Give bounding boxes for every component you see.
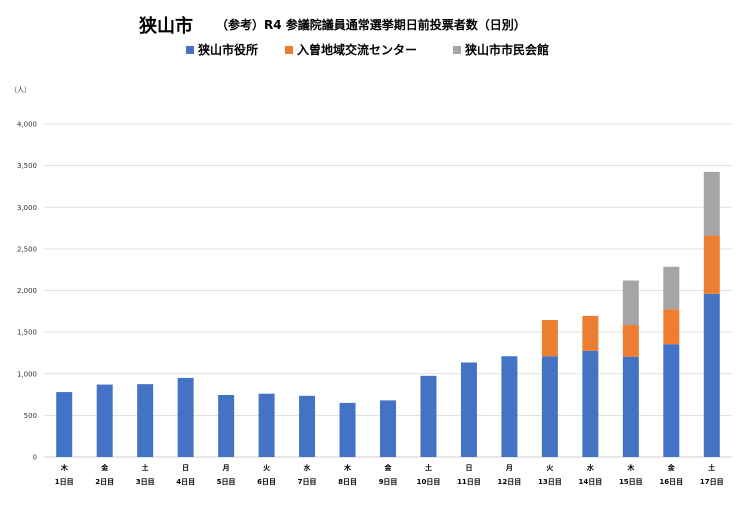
bar-segment-s1	[380, 400, 396, 457]
y-tick-label: 4,000	[17, 121, 37, 129]
x-day-label: 5日目	[217, 478, 236, 486]
bar-segment-s1	[137, 384, 154, 457]
legend-swatch-shiminkaikan	[453, 45, 461, 54]
bar-segment-s1	[582, 350, 599, 457]
x-weekday-label: 土	[425, 463, 432, 472]
legend-swatch-shiyakusho	[186, 45, 194, 54]
bar-segment-s2	[541, 320, 558, 357]
bar-segment-s3	[663, 266, 680, 310]
x-day-label: 2日目	[95, 478, 114, 486]
x-weekday-label: 土	[708, 463, 715, 472]
x-weekday-label: 水	[587, 463, 595, 472]
x-day-label: 15日目	[619, 478, 643, 486]
x-day-label: 1日目	[55, 478, 74, 486]
x-day-label: 13日目	[538, 478, 562, 486]
x-weekday-label: 水	[304, 463, 312, 472]
bar-segment-s2	[622, 325, 639, 357]
x-day-label: 4日目	[176, 478, 195, 486]
y-tick-label: 3,500	[17, 162, 37, 170]
bar-segment-s1	[96, 384, 113, 457]
y-tick-label: 1,000	[17, 370, 37, 378]
bars	[56, 171, 720, 457]
chart-title-sub: （参考）R4 参議院議員通常選挙期日前投票者数（日別）	[216, 18, 526, 32]
bar-segment-s1	[541, 356, 558, 457]
x-day-label: 17日目	[700, 478, 724, 486]
bar-segment-s1	[258, 393, 275, 457]
y-tick-label: 2,000	[17, 287, 37, 295]
x-weekday-label: 日	[182, 464, 189, 472]
bar-segment-s3	[622, 280, 639, 326]
legend-label-shiyakusho: 狭山市役所	[198, 43, 259, 57]
y-tick-label: 500	[24, 412, 37, 420]
chart-title-main: 狭山市	[139, 16, 193, 37]
legend-swatch-iriso	[285, 45, 293, 54]
x-weekday-label: 金	[100, 463, 109, 472]
legend-item-iriso: 入曽地域交流センター	[285, 41, 417, 58]
y-tick-label: 0	[33, 454, 37, 462]
bar-segment-s1	[339, 402, 356, 457]
bar-segment-s2	[582, 315, 599, 351]
x-weekday-label: 月	[222, 464, 230, 472]
y-tick-label: 1,500	[17, 329, 37, 337]
bar-segment-s2	[703, 235, 720, 294]
bar-segment-s1	[663, 344, 680, 457]
x-weekday-label: 月	[505, 464, 513, 472]
x-weekday-label: 木	[343, 463, 352, 472]
x-day-label: 11日目	[457, 478, 481, 486]
x-weekday-label: 木	[60, 463, 69, 472]
x-day-label: 8日目	[338, 478, 357, 486]
x-day-label: 7日目	[298, 478, 317, 486]
x-weekday-label: 火	[263, 464, 271, 472]
bar-segment-s1	[420, 375, 437, 457]
y-axis-unit-label: （人）	[10, 86, 31, 94]
x-weekday-label: 木	[626, 463, 635, 472]
bar-segment-s1	[703, 293, 720, 457]
x-weekday-label: 火	[546, 464, 554, 472]
legend-label-iriso: 入曽地域交流センター	[297, 43, 418, 57]
bar-segment-s1	[622, 356, 639, 457]
gridlines	[44, 123, 732, 458]
y-tick-label: 2,500	[17, 245, 37, 253]
legend-label-shiminkaikan: 狭山市市民会館	[465, 43, 550, 57]
x-weekday-label: 土	[142, 463, 149, 472]
bar-segment-s2	[663, 309, 680, 345]
chart-title: 狭山市 （参考）R4 参議院議員通常選挙期日前投票者数（日別）	[0, 8, 740, 38]
x-day-label: 10日目	[417, 478, 441, 486]
x-axis-categories: 木 1日目 金 2日目 土 3日目 日 4日目 月 5日目 火 6日目 水 7日目 木 8日目 金 9日目 土 10日…	[55, 463, 724, 486]
bar-segment-s1	[177, 377, 194, 457]
x-day-label: 14日目	[578, 478, 602, 486]
y-tick-label: 3,000	[17, 204, 37, 212]
legend-item-shiminkaikan: 狭山市市民会館	[453, 41, 549, 58]
x-day-label: 16日目	[659, 478, 683, 486]
bar-segment-s1	[218, 394, 235, 457]
x-weekday-label: 日	[465, 464, 472, 472]
x-day-label: 6日目	[257, 478, 276, 486]
x-day-label: 9日目	[379, 478, 398, 486]
y-axis-ticks: 0 500 1,000 1,500 2,000 2,500 3,000 3,500 4,000	[17, 121, 37, 462]
x-day-label: 3日目	[136, 478, 155, 486]
bar-segment-s1	[460, 362, 477, 457]
bar-segment-s1	[299, 395, 316, 457]
bar-segment-s3	[703, 171, 720, 236]
x-weekday-label: 金	[384, 463, 393, 472]
legend-item-shiyakusho: 狭山市役所	[186, 41, 258, 58]
chart-legend: 狭山市役所 入曽地域交流センター 狭山市市民会館	[0, 41, 740, 59]
x-day-label: 12日目	[498, 478, 522, 486]
bar-segment-s1	[56, 392, 73, 457]
bar-segment-s1	[501, 356, 518, 457]
x-weekday-label: 金	[667, 463, 676, 472]
